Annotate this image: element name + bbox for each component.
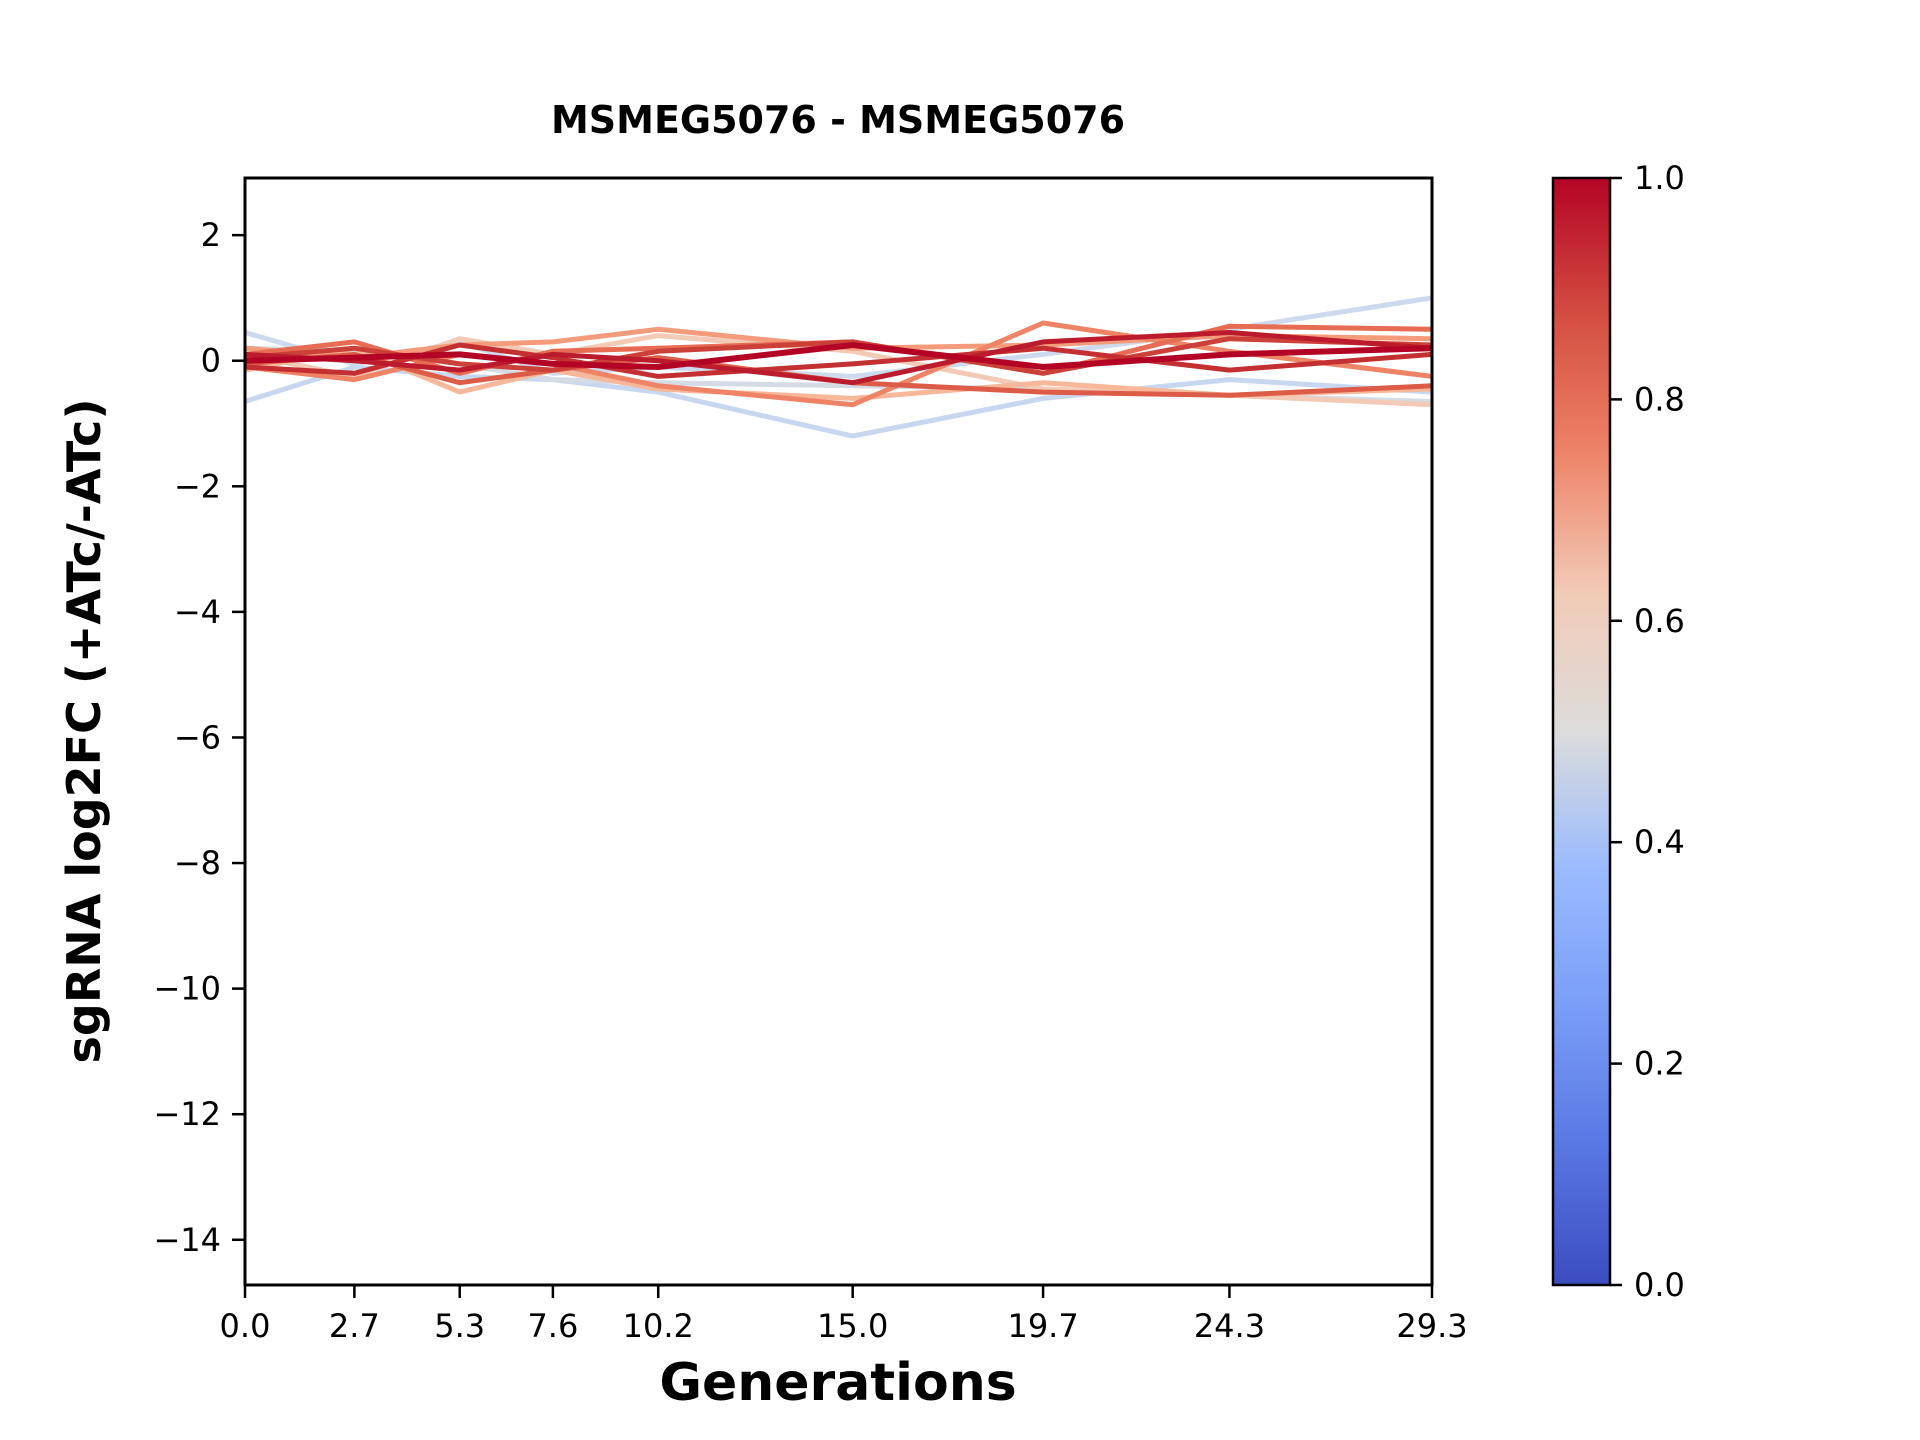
x-tick-label: 7.6 bbox=[527, 1307, 578, 1345]
y-tick-label: −8 bbox=[174, 844, 221, 882]
x-tick-label: 15.0 bbox=[817, 1307, 888, 1345]
series-line bbox=[245, 330, 1432, 386]
x-tick-label: 0.0 bbox=[220, 1307, 271, 1345]
colorbar-gradient bbox=[1553, 178, 1610, 1285]
colorbar-tick-label: 0.0 bbox=[1634, 1266, 1685, 1304]
colorbar-tick-label: 0.4 bbox=[1634, 823, 1685, 861]
colorbar-outline bbox=[1551, 176, 1612, 1287]
colorbar-tick-label: 0.8 bbox=[1634, 380, 1685, 418]
y-tick-label: −10 bbox=[153, 970, 221, 1008]
series-line bbox=[245, 342, 1432, 370]
colorbar: 1.0 0.8 0.6 0.4 0.2 0.0 bbox=[1551, 159, 1685, 1304]
y-tick-label: −14 bbox=[153, 1221, 221, 1259]
colorbar-tick-label: 0.2 bbox=[1634, 1045, 1685, 1083]
y-tick-label: −2 bbox=[174, 467, 221, 505]
x-tick-label: 19.7 bbox=[1007, 1307, 1078, 1345]
y-tick-label: 2 bbox=[201, 216, 221, 254]
chart-title: MSMEG5076 - MSMEG5076 bbox=[551, 98, 1125, 142]
x-tick-label: 24.3 bbox=[1194, 1307, 1265, 1345]
y-tick-label: −4 bbox=[174, 593, 221, 631]
y-tick-label: 0 bbox=[201, 342, 221, 380]
x-tick-label: 2.7 bbox=[329, 1307, 380, 1345]
y-axis-label: sgRNA log2FC (+ATc/-ATc) bbox=[57, 399, 111, 1064]
y-tick-label: −6 bbox=[174, 718, 221, 756]
series-line bbox=[245, 336, 1432, 376]
colorbar-tick-label: 0.6 bbox=[1634, 602, 1685, 640]
plot-lines bbox=[245, 295, 1432, 439]
y-tick-label: −12 bbox=[153, 1095, 221, 1133]
x-axis-label: Generations bbox=[659, 1353, 1016, 1413]
x-tick-label: 10.2 bbox=[623, 1307, 694, 1345]
axes-spine bbox=[243, 176, 1434, 1287]
plot-axes: 0.0 2.7 5.3 7.6 10.2 15.0 19.7 24.3 29.3 2 0 −2 −4 −6… bbox=[153, 176, 1468, 1345]
x-tick-label: 5.3 bbox=[434, 1307, 485, 1345]
x-tick-label: 29.3 bbox=[1396, 1307, 1467, 1345]
colorbar-tick-label: 1.0 bbox=[1634, 159, 1685, 197]
